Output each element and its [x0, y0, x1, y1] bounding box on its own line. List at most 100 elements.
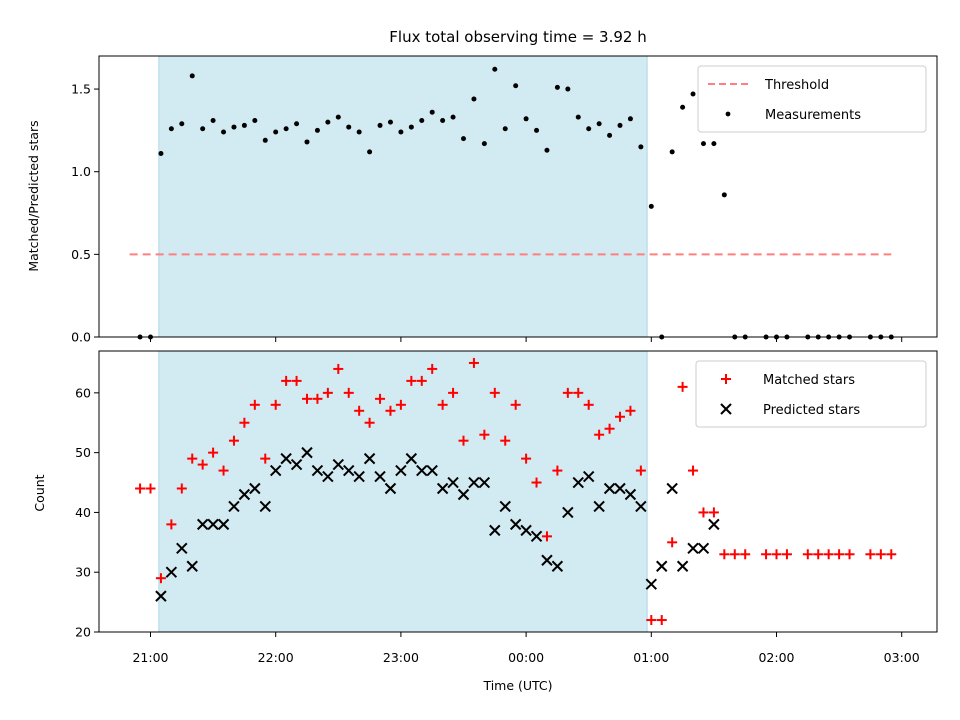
predicted-star-point — [624, 488, 637, 501]
predicted-star-point — [603, 482, 616, 495]
matched-star-point — [239, 417, 250, 428]
measurements-legend-swatch — [725, 111, 731, 117]
predicted-star-point — [322, 470, 334, 483]
count-panel: 20 30 40 50 60 21:00 22:00 23:00 00:00 01:00 02:0… — [32, 350, 938, 693]
predicted-star-point — [207, 518, 219, 531]
matched-star-point — [500, 435, 511, 446]
measurement-point — [690, 91, 696, 97]
predicted-star-point — [687, 542, 699, 555]
matched-star-point — [761, 549, 772, 560]
predicted-star-point — [301, 446, 313, 459]
predicted-star-point — [645, 578, 658, 590]
y-tick-label: 40 — [75, 505, 91, 520]
bottom-legend-box — [695, 360, 927, 428]
predicted-star-point — [311, 464, 324, 477]
matched-star-point — [427, 363, 438, 374]
matched-star-point — [385, 405, 396, 416]
matched-star-point — [771, 549, 782, 560]
measurement-point — [700, 141, 706, 147]
measurement-point — [627, 116, 633, 122]
predicted-star-point — [697, 542, 710, 555]
matched-star-point — [260, 453, 271, 464]
measurement-point — [346, 124, 352, 130]
x-tick-label: 00:00 — [508, 650, 544, 665]
predicted-star-point — [395, 464, 407, 477]
top-legend: Threshold Measurements — [697, 65, 927, 133]
matched-legend-swatch — [721, 374, 731, 384]
y-tick-label: 50 — [75, 445, 91, 460]
observing-window-shade — [158, 55, 648, 338]
predicted-star-point — [280, 452, 292, 465]
matched-star-point — [604, 423, 615, 434]
predicted-legend-label: Predicted stars — [763, 403, 860, 418]
matched-star-point — [468, 357, 479, 368]
measurement-point — [168, 126, 174, 132]
matched-star-point — [135, 483, 146, 494]
measurement-point — [325, 119, 331, 125]
predicted-star-point — [249, 482, 261, 495]
matched-star-point — [698, 507, 709, 518]
matched-star-point — [510, 399, 521, 410]
y-tick-label: 60 — [75, 385, 91, 400]
predicted-star-point — [666, 482, 678, 495]
predicted-star-point — [290, 458, 303, 471]
ratio-panel: 0.0 0.5 1.0 1.5 Matched/Predicted stars Thr… — [26, 55, 938, 345]
x-axis-label: Time (UTC) — [482, 678, 552, 693]
measurement-point — [356, 129, 362, 135]
matched-star-point — [333, 363, 344, 374]
matched-star-point — [615, 411, 625, 422]
measurement-point — [189, 73, 195, 79]
matched-star-point — [865, 549, 876, 560]
predicted-star-point — [593, 500, 605, 513]
measurement-point — [294, 121, 300, 127]
x-tick-label: 02:00 — [758, 650, 794, 665]
predicted-star-point — [238, 488, 251, 501]
predicted-star-point — [196, 518, 209, 531]
matched-star-point — [552, 465, 563, 476]
matched-star-point — [291, 375, 302, 386]
matched-star-point — [729, 549, 740, 560]
matched-star-point — [437, 399, 448, 410]
measurement-point — [492, 66, 498, 72]
measurement-point — [575, 114, 581, 120]
x-tick-label: 21:00 — [132, 650, 168, 665]
measurement-point — [273, 129, 279, 135]
predicted-star-point — [489, 524, 501, 537]
matched-star-point — [573, 387, 584, 398]
matched-star-point — [802, 549, 813, 560]
predicted-star-point — [405, 452, 418, 465]
matched-star-point — [667, 537, 678, 548]
measurement-point — [231, 124, 237, 130]
predicted-star-point — [217, 518, 230, 531]
matched-star-point — [155, 573, 166, 584]
top-legend-box — [697, 65, 927, 133]
measurement-point — [429, 109, 435, 115]
predicted-star-point — [572, 476, 584, 489]
predicted-star-point — [155, 590, 167, 602]
predicted-legend-marker — [720, 403, 732, 415]
matched-star-point — [844, 549, 855, 560]
y-tick-label: 0.5 — [71, 247, 91, 262]
y-tick-label: 20 — [75, 625, 91, 640]
matched-star-point — [176, 483, 187, 494]
measurements-legend-label: Measurements — [765, 108, 861, 123]
matched-star-point — [823, 549, 834, 560]
predicted-star-point — [468, 476, 480, 489]
matched-star-point — [781, 549, 792, 560]
measurement-point — [419, 117, 425, 123]
matched-star-point — [218, 465, 229, 476]
matched-star-point — [594, 429, 605, 440]
x-tick-label: 23:00 — [383, 650, 419, 665]
threshold-legend-label: Threshold — [764, 78, 829, 93]
matched-legend-marker — [721, 374, 731, 384]
measurement-point — [544, 147, 550, 153]
predicted-star-point — [676, 560, 689, 572]
top-y-axis-label: Matched/Predicted stars — [26, 120, 41, 271]
y-tick-label: 1.0 — [71, 164, 91, 179]
matched-star-point — [489, 387, 500, 398]
matched-star-point — [395, 399, 406, 410]
predicted-star-point — [509, 518, 522, 531]
predicted-star-point — [582, 470, 595, 483]
